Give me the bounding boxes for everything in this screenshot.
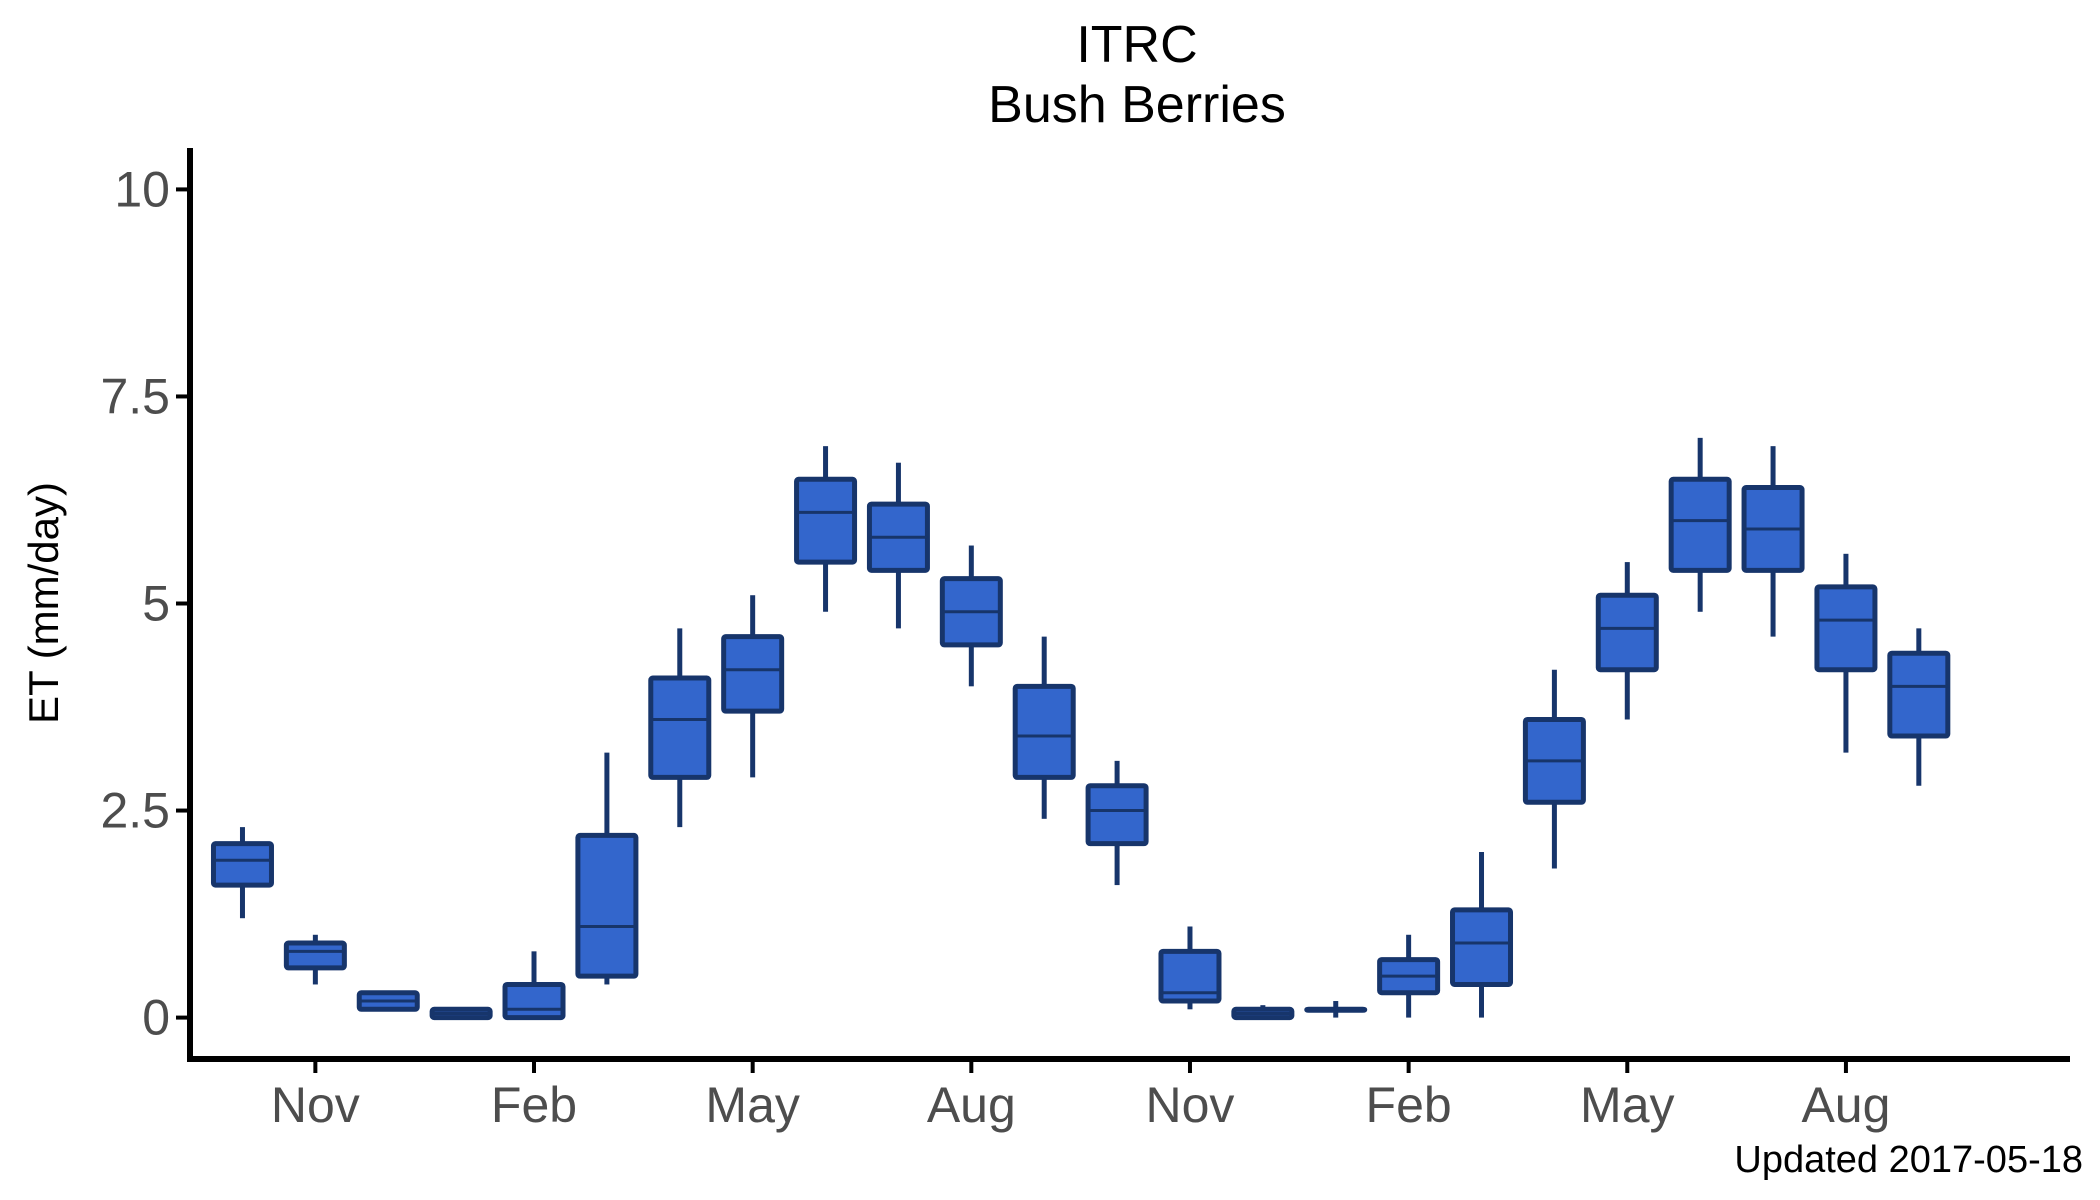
y-tick-label: 0 — [142, 990, 170, 1046]
box-11 — [939, 545, 1003, 687]
box-13 — [1085, 760, 1149, 886]
box-8 — [721, 595, 785, 778]
box-body — [1668, 476, 1732, 573]
box-24 — [1887, 628, 1951, 786]
box-17 — [1377, 934, 1441, 1018]
box-9 — [794, 446, 858, 612]
box-10 — [866, 462, 930, 629]
box-16 — [1304, 1001, 1368, 1018]
x-tick-label: Aug — [1801, 1077, 1890, 1133]
box-18 — [1450, 851, 1514, 1018]
y-tick-label: 10 — [114, 161, 170, 217]
box-23 — [1814, 553, 1878, 753]
box-3 — [356, 990, 420, 1012]
box-14 — [1158, 926, 1222, 1010]
y-tick-label: 5 — [142, 576, 170, 632]
box-body — [210, 841, 274, 888]
box-19 — [1522, 669, 1586, 869]
box-7 — [648, 628, 712, 828]
box-20 — [1595, 562, 1659, 720]
box-body — [1814, 584, 1878, 673]
x-axis-ticks: Nov Feb May Aug Nov Feb May Aug — [271, 1059, 1890, 1133]
box-body — [794, 476, 858, 565]
box-body — [721, 634, 785, 714]
updated-caption: Updated 2017-05-18 — [1734, 1139, 2083, 1181]
box-body — [1450, 907, 1514, 987]
box-21 — [1668, 437, 1732, 612]
x-tick-label: Aug — [927, 1077, 1016, 1133]
x-tick-label: May — [705, 1077, 799, 1133]
box-6 — [575, 752, 639, 985]
box-15 — [1231, 1005, 1295, 1021]
box-body — [1887, 650, 1951, 739]
box-body — [1595, 592, 1659, 673]
chart-title: ITRC — [1076, 16, 1197, 74]
box-2 — [283, 934, 347, 985]
box-body — [502, 981, 566, 1021]
y-tick-label: 7.5 — [100, 368, 170, 424]
x-tick-label: Feb — [491, 1077, 577, 1133]
x-tick-label: Feb — [1366, 1077, 1452, 1133]
box-body — [1158, 948, 1222, 1004]
box-body — [1012, 683, 1076, 780]
y-tick-label: 2.5 — [100, 783, 170, 839]
box-body — [1085, 783, 1149, 847]
box-4 — [429, 1006, 493, 1021]
box-22 — [1741, 446, 1805, 637]
y-axis-label: ET (mm/day) — [20, 482, 67, 724]
box-12 — [1012, 636, 1076, 819]
box-body — [575, 832, 639, 979]
x-tick-label: May — [1580, 1077, 1674, 1133]
x-tick-label: Nov — [271, 1077, 360, 1133]
chart-subtitle: Bush Berries — [988, 76, 1286, 134]
y-axis-ticks: 0 2.5 5 7.5 10 — [100, 161, 190, 1046]
x-tick-label: Nov — [1146, 1077, 1235, 1133]
box-body — [283, 940, 347, 971]
box-1 — [210, 827, 274, 919]
box-body — [648, 675, 712, 780]
box-series — [210, 437, 1951, 1021]
box-5 — [502, 951, 566, 1021]
